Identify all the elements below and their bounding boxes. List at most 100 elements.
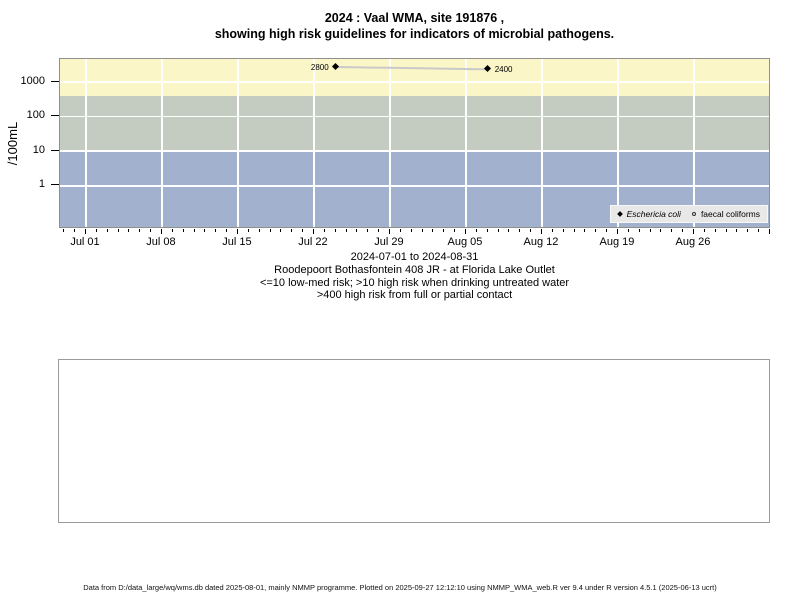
x-tick-minor — [399, 229, 401, 232]
x-tick-major — [312, 229, 314, 234]
x-tick-minor — [226, 229, 228, 232]
x-tick-minor — [432, 229, 434, 232]
chart-title-line1: 2024 : Vaal WMA, site 191876 , — [324, 11, 505, 25]
x-tick-minor — [638, 229, 640, 232]
x-tick-minor — [454, 229, 456, 232]
y-axis: 1 10 100 1000 — [0, 58, 59, 228]
x-tick-minor — [671, 229, 673, 232]
x-tick-minor — [269, 229, 271, 232]
x-tick-minor — [182, 229, 184, 232]
x-tick-minor — [117, 229, 119, 232]
x-tick-major — [540, 229, 542, 234]
y-tick-label: 1 — [38, 178, 45, 191]
x-tick-minor — [562, 229, 564, 232]
x-tick-minor — [595, 229, 597, 232]
data-point-label: 2800 — [310, 62, 329, 72]
x-tick-minor — [345, 229, 347, 232]
x-tick-major — [85, 229, 86, 234]
x-tick-minor — [627, 229, 629, 232]
x-tick-major — [768, 229, 770, 234]
legend-entry-faecal-coliforms: faecal coliforms — [691, 209, 760, 219]
x-tick-minor — [508, 229, 510, 232]
x-tick-major — [160, 229, 162, 234]
caption-site-description: Roodepoort Bothasfontein 408 JR - at Flo… — [274, 263, 555, 276]
x-tick-label: Aug 12 — [523, 236, 559, 248]
x-tick-minor — [649, 229, 651, 232]
legend-entry-ecoli: Eschericia coli — [616, 209, 681, 219]
x-tick-minor — [736, 229, 738, 232]
x-tick-minor — [421, 229, 423, 232]
x-tick-minor — [497, 229, 499, 232]
x-tick-minor — [258, 229, 260, 232]
x-tick-minor — [584, 229, 586, 232]
x-gridline — [85, 59, 87, 227]
x-gridline — [312, 59, 315, 227]
legend-label-faecal-coliforms: faecal coliforms — [700, 209, 760, 219]
x-gridline — [616, 59, 619, 227]
x-tick-minor — [378, 229, 380, 232]
open-circle-icon — [691, 212, 696, 216]
x-tick-minor — [573, 229, 575, 232]
x-gridline — [388, 59, 391, 227]
x-tick-minor — [660, 229, 662, 232]
y-tick — [51, 80, 59, 82]
x-tick-minor — [703, 229, 705, 232]
x-tick-minor — [410, 229, 412, 232]
x-tick-minor — [551, 229, 553, 232]
empty-details-panel — [58, 359, 770, 523]
y-gridline — [60, 185, 769, 187]
x-tick-major — [616, 229, 618, 234]
x-tick-minor — [714, 229, 716, 232]
x-tick-minor — [139, 229, 141, 232]
x-gridline — [236, 59, 239, 227]
x-tick-minor — [95, 229, 97, 232]
x-tick-major — [236, 229, 238, 234]
x-tick-label: Aug 26 — [675, 236, 711, 248]
x-tick-minor — [334, 229, 336, 232]
chart-legend: Eschericia coli faecal coliforms — [609, 205, 768, 223]
y-gridline — [60, 150, 769, 152]
x-tick-minor — [443, 229, 445, 232]
x-tick-major — [692, 229, 694, 234]
x-tick-minor — [215, 229, 217, 232]
x-tick-major — [464, 229, 466, 234]
y-gridline — [60, 81, 769, 83]
x-tick-minor — [74, 229, 76, 232]
x-tick-minor — [63, 229, 65, 232]
x-tick-minor — [204, 229, 206, 232]
x-tick-label: Jul 22 — [298, 236, 328, 248]
risk-band — [60, 95, 769, 152]
x-tick-minor — [606, 229, 608, 232]
x-tick-label: Aug 05 — [447, 236, 483, 248]
filled-diamond-icon — [616, 211, 623, 217]
y-tick-label: 1000 — [20, 74, 45, 87]
x-tick-minor — [171, 229, 173, 232]
x-tick-minor — [193, 229, 195, 232]
plot-area: Eschericia coli faecal coliforms 2800 240… — [59, 58, 770, 228]
x-tick-label: Jul 15 — [222, 236, 252, 248]
x-tick-minor — [475, 229, 477, 232]
x-tick-minor — [747, 229, 749, 232]
y-gridline — [60, 115, 769, 118]
x-tick-minor — [323, 229, 325, 232]
caption-risk-note-2: >400 high risk from full or partial cont… — [316, 289, 513, 302]
x-tick-minor — [106, 229, 108, 232]
chart-title: 2024 : Vaal WMA, site 191876 , showing h… — [59, 10, 770, 42]
x-tick-minor — [486, 229, 488, 232]
x-tick-minor — [519, 229, 521, 232]
x-tick-minor — [530, 229, 532, 232]
risk-band — [60, 59, 769, 96]
x-tick-label: Jul 08 — [146, 236, 176, 248]
x-tick-minor — [356, 229, 358, 232]
x-tick-minor — [150, 229, 152, 232]
x-tick-label: Jul 01 — [70, 236, 100, 248]
chart-caption: 2024-07-01 to 2024-08-31 Roodepoort Both… — [59, 251, 770, 302]
x-gridline — [540, 59, 543, 227]
caption-risk-note-1: <=10 low-med risk; >10 high risk when dr… — [259, 276, 570, 289]
caption-date-range: 2024-07-01 to 2024-08-31 — [350, 251, 479, 263]
x-tick-major — [388, 229, 390, 234]
chart-title-line2: showing high risk guidelines for indicat… — [214, 27, 615, 41]
x-tick-minor — [367, 229, 369, 232]
x-tick-minor — [758, 229, 760, 232]
y-tick-label: 10 — [32, 143, 45, 156]
